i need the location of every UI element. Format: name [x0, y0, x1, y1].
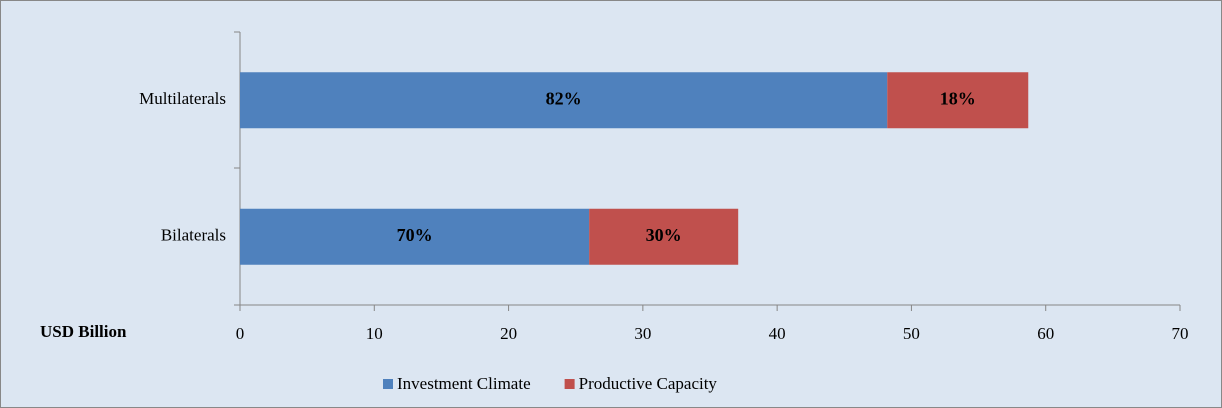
legend-label: Investment Climate — [397, 374, 531, 393]
x-tick-label: 30 — [634, 324, 651, 343]
legend-label: Productive Capacity — [579, 374, 718, 393]
y-tick-label: Multilaterals — [139, 89, 226, 108]
x-tick-label: 50 — [903, 324, 920, 343]
bar — [240, 72, 888, 129]
x-tick-label: 40 — [769, 324, 786, 343]
bar — [887, 72, 1029, 129]
legend-swatch — [564, 379, 575, 389]
legend-swatch — [383, 379, 393, 389]
y-tick-label: Bilaterals — [161, 226, 226, 245]
x-tick-label: 10 — [366, 324, 383, 343]
data-label: 30% — [646, 225, 682, 245]
x-axis-label: USD Billion — [40, 322, 127, 341]
bar — [589, 208, 739, 265]
x-tick-label: 60 — [1037, 324, 1054, 343]
bar — [240, 208, 590, 265]
data-label: 82% — [546, 88, 582, 108]
data-label: 70% — [397, 225, 433, 245]
data-label: 18% — [940, 88, 976, 108]
x-tick-label: 0 — [236, 324, 245, 343]
x-tick-label: 70 — [1172, 324, 1189, 343]
x-tick-label: 20 — [500, 324, 517, 343]
